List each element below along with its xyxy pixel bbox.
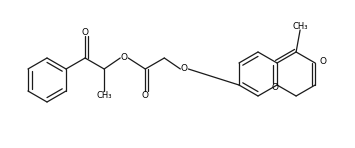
Text: CH₃: CH₃ [97, 90, 112, 99]
Text: O: O [82, 28, 89, 37]
Text: O: O [272, 82, 279, 91]
Text: O: O [121, 53, 128, 62]
Text: CH₃: CH₃ [293, 21, 308, 30]
Text: O: O [320, 57, 327, 66]
Text: O: O [142, 90, 149, 99]
Text: O: O [181, 63, 188, 73]
